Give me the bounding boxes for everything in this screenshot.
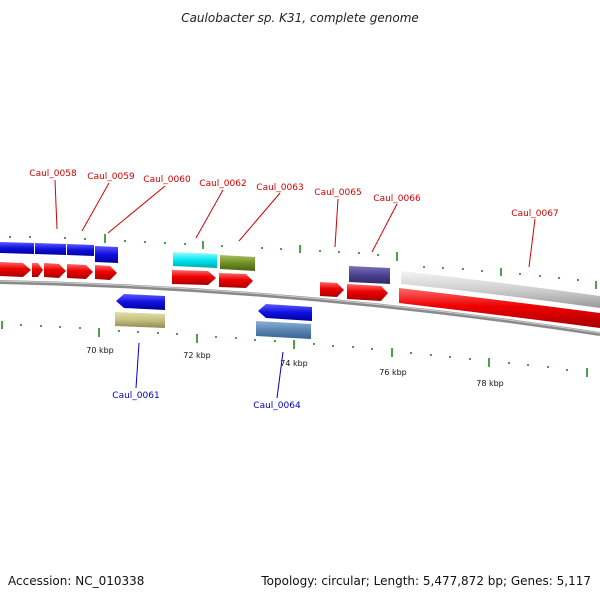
gene-block-blue-2[interactable] <box>35 243 66 255</box>
gene-label-caul-0063[interactable]: Caul_0063 <box>256 183 303 193</box>
gene-label-caul-0064[interactable]: Caul_0064 <box>253 401 301 411</box>
cds-arrow-8[interactable] <box>320 282 344 297</box>
gene-label-caul-0060[interactable]: Caul_0060 <box>143 175 191 185</box>
gene-label-caul-0066[interactable]: Caul_0066 <box>373 194 421 204</box>
top-gene-labels: Caul_0058 Caul_0059 Caul_0060 Caul_0062 … <box>29 169 558 219</box>
cds-arrow-2[interactable] <box>32 263 43 277</box>
scale-label-72kbp: 72 kbp <box>183 351 211 360</box>
cds-arrow-1[interactable] <box>0 262 31 277</box>
cds-arrow-4[interactable] <box>67 264 93 279</box>
cds-arrow-7[interactable] <box>219 273 253 288</box>
genome-summary-text: Topology: circular; Length: 5,477,872 bp… <box>260 574 591 588</box>
bottom-leader-lines <box>135 342 284 399</box>
gene-block-blue-1[interactable] <box>0 242 34 254</box>
gene-label-caul-0062[interactable]: Caul_0062 <box>199 179 246 189</box>
cds-arrow-3[interactable] <box>44 263 66 278</box>
scale-label-70kbp: 70 kbp <box>86 346 114 355</box>
gene-block-purple[interactable] <box>349 266 390 284</box>
scale-labels: 70 kbp 72 kbp 74 kbp 76 kbp 78 kbp <box>86 346 504 388</box>
bottom-gene-labels: Caul_0061 Caul_0064 <box>112 391 301 411</box>
gene-label-caul-0059[interactable]: Caul_0059 <box>87 172 135 182</box>
gene-label-caul-0067[interactable]: Caul_0067 <box>511 209 558 219</box>
gene-block-khaki[interactable] <box>115 312 165 328</box>
inner-tick-ring <box>1 321 588 377</box>
gene-label-caul-0058[interactable]: Caul_0058 <box>29 169 77 179</box>
scale-label-74kbp: 74 kbp <box>280 359 308 368</box>
outer-tick-ring <box>9 234 597 289</box>
gene-block-cyan[interactable] <box>173 252 217 268</box>
cds-arrow-reverse-2[interactable] <box>258 304 312 321</box>
cds-arrow-5[interactable] <box>95 265 117 280</box>
reverse-feature-track <box>115 294 312 339</box>
gene-label-caul-0061[interactable]: Caul_0061 <box>112 391 159 401</box>
cds-arrow-9[interactable] <box>347 284 388 301</box>
cds-arrow-6[interactable] <box>172 270 216 285</box>
gene-block-olive[interactable] <box>220 255 255 271</box>
gene-block-gray[interactable] <box>401 271 600 308</box>
gene-block-blue-3[interactable] <box>67 244 94 256</box>
cds-arrow-10[interactable] <box>399 288 600 328</box>
accession-text: Accession: NC_010338 <box>8 574 144 588</box>
forward-cds-track <box>0 262 600 328</box>
gene-block-steel[interactable] <box>256 321 311 339</box>
scale-label-76kbp: 76 kbp <box>379 368 407 377</box>
genome-backbone <box>0 280 600 336</box>
feature-track-outer <box>0 242 600 308</box>
cds-arrow-reverse-1[interactable] <box>116 294 165 310</box>
top-leader-lines <box>54 179 536 268</box>
gene-label-caul-0065[interactable]: Caul_0065 <box>314 188 361 198</box>
scale-label-78kbp: 78 kbp <box>476 379 504 388</box>
gene-block-blue-4[interactable] <box>95 246 118 263</box>
genome-title: Caulobacter sp. K31, complete genome <box>181 11 419 25</box>
